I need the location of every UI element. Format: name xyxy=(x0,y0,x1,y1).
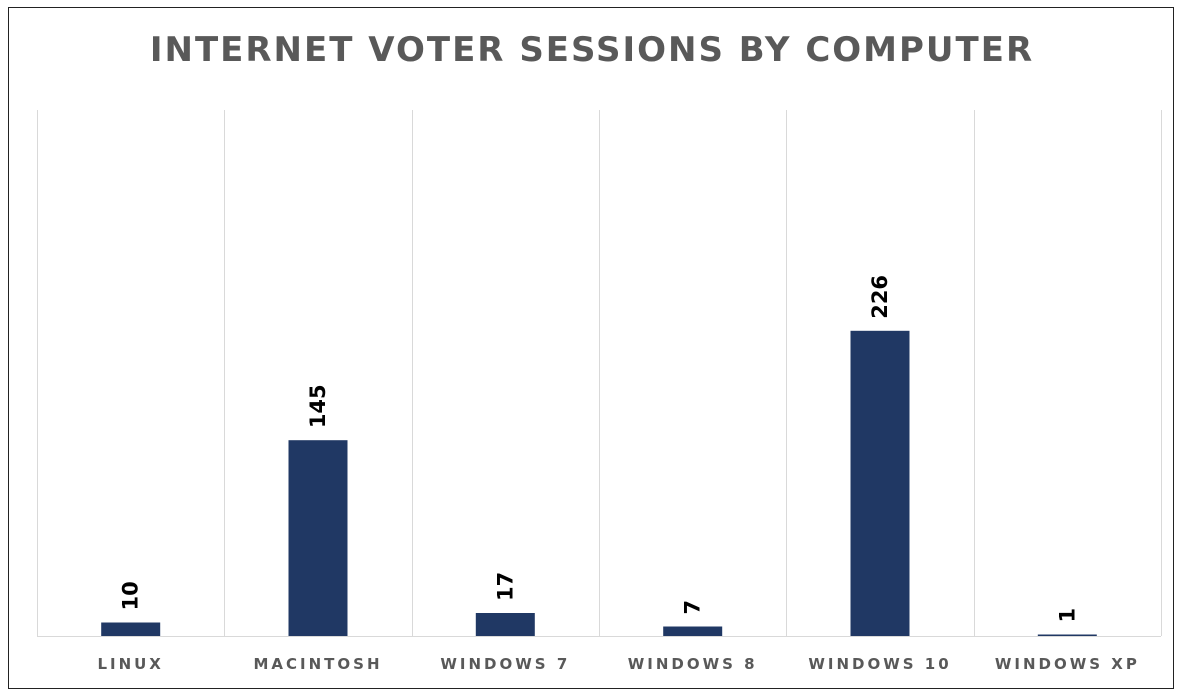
bar-windows-8 xyxy=(663,626,723,636)
gridlines xyxy=(37,110,1162,636)
x-tick-label: WINDOWS 8 xyxy=(628,655,758,673)
data-label: 1 xyxy=(1055,608,1079,623)
x-tick-label: WINDOWS 10 xyxy=(808,655,951,673)
x-tick-label: WINDOWS XP xyxy=(995,655,1140,673)
x-tick-label: MACINTOSH xyxy=(253,655,382,673)
data-label: 226 xyxy=(868,275,892,319)
x-tick-label: WINDOWS 7 xyxy=(440,655,570,673)
data-labels: 10 145 17 7 226 1 xyxy=(119,275,1080,623)
bar-windows-xp xyxy=(1037,634,1097,636)
data-label: 10 xyxy=(119,581,143,610)
bar-windows-10 xyxy=(850,330,910,636)
chart-title: INTERNET VOTER SESSIONS BY COMPUTER xyxy=(149,30,1035,70)
bar-linux xyxy=(101,622,161,636)
x-axis: LINUX MACINTOSH WINDOWS 7 WINDOWS 8 WINDOWS … xyxy=(37,636,1161,673)
x-tick-label: LINUX xyxy=(97,655,163,673)
chart-frame xyxy=(8,7,1174,689)
bar-macintosh xyxy=(288,440,348,636)
data-label: 17 xyxy=(493,572,517,601)
bar-windows-7 xyxy=(475,613,535,636)
data-label: 145 xyxy=(306,384,330,428)
data-label: 7 xyxy=(681,600,705,615)
bars xyxy=(101,330,1097,636)
